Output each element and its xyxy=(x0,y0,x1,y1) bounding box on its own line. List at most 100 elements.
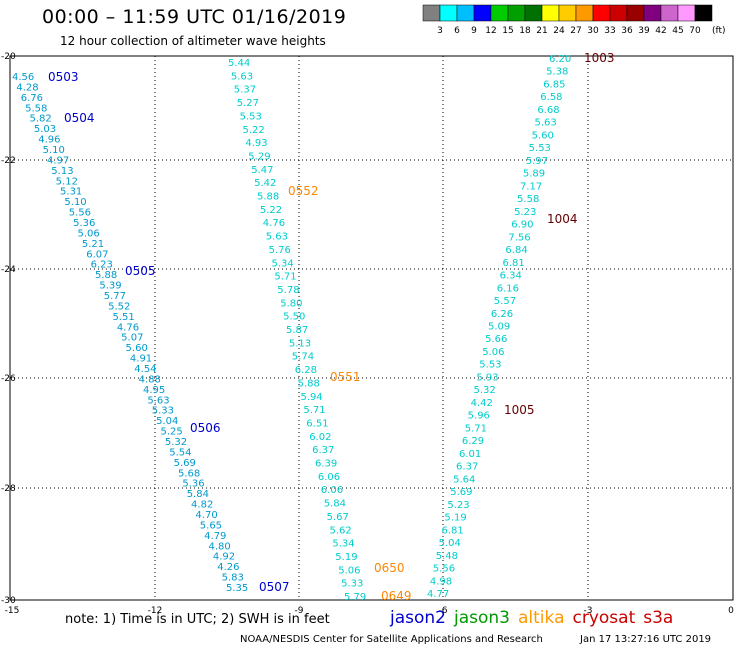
altika-swh-value: 5.22 xyxy=(260,205,282,216)
altika-swh-value: 5.67 xyxy=(327,512,349,523)
altika-swh-value: 5.22 xyxy=(243,125,265,136)
colorbar-tick: 42 xyxy=(655,26,666,36)
jason2-swh-value: 4.70 xyxy=(195,510,217,521)
altika-swh-value: 6.37 xyxy=(312,445,334,456)
altika-swh-value: 6.06 xyxy=(318,472,340,483)
cryosat-pass-label: 1003 xyxy=(584,51,615,65)
altika-swh-value: 5.93 xyxy=(476,372,498,383)
altika-swh-value: 6.58 xyxy=(540,92,562,103)
altika-swh-value: 5.09 xyxy=(488,322,510,333)
altika-swh-value: 6.28 xyxy=(295,365,317,376)
colorbar-tick: 30 xyxy=(587,26,599,36)
altika-swh-value: 5.63 xyxy=(231,71,253,82)
jason2-swh-value: 5.69 xyxy=(174,458,196,469)
altika-swh-value: 5.64 xyxy=(453,474,475,485)
colorbar-tick: 6 xyxy=(454,26,460,36)
jason2-swh-value: 5.10 xyxy=(64,197,86,208)
jason2-swh-value: 4.56 xyxy=(12,72,34,83)
jason2-swh-value: 4.91 xyxy=(130,354,152,365)
y-tick-label: -30 xyxy=(1,596,16,606)
legend-cryosat: cryosat xyxy=(572,608,636,628)
altika-swh-value: 6.02 xyxy=(309,432,331,443)
altika-swh-value: 5.87 xyxy=(286,325,308,336)
legend-jason3: jason3 xyxy=(454,608,510,628)
altika-swh-value: 4.77 xyxy=(427,589,449,600)
altika-swh-value: 6.01 xyxy=(459,449,481,460)
altika-swh-value: 5.50 xyxy=(283,312,305,323)
altika-swh-value: 6.81 xyxy=(503,258,525,269)
colorbar-tick: 21 xyxy=(536,26,547,36)
map-title: 00:00 – 11:59 UTC 01/16/2019 xyxy=(42,6,347,28)
jason2-swh-value: 5.39 xyxy=(99,281,121,292)
altika-swh-value: 5.94 xyxy=(301,392,323,403)
altika-swh-value: 5.62 xyxy=(330,525,352,536)
jason2-swh-value: 4.96 xyxy=(38,135,60,146)
altika-pass-label: 0551 xyxy=(330,370,361,384)
altika-swh-value: 5.53 xyxy=(240,111,262,122)
jason2-swh-value: 5.33 xyxy=(152,406,174,417)
jason2-swh-value: 6.76 xyxy=(21,93,43,104)
colorbar-tick: 27 xyxy=(570,26,581,36)
colorbar-tick: 9 xyxy=(471,26,477,36)
jason2-swh-value: 5.60 xyxy=(126,343,148,354)
jason2-swh-value: 4.92 xyxy=(213,552,235,563)
altika-swh-value: 5.97 xyxy=(526,156,548,167)
colorbar-tick: 24 xyxy=(553,26,565,36)
altika-swh-value: 5.69 xyxy=(450,487,472,498)
jason2-swh-value: 5.51 xyxy=(112,312,134,323)
x-tick-label: -12 xyxy=(148,606,163,616)
altika-swh-value: 4.98 xyxy=(430,576,452,587)
altika-swh-value: 5.53 xyxy=(479,360,501,371)
altika-swh-value: 5.19 xyxy=(444,513,466,524)
altika-swh-value: 5.79 xyxy=(344,592,366,603)
altika-swh-value: 5.06 xyxy=(482,347,504,358)
jason2-swh-value: 5.84 xyxy=(187,489,209,500)
altika-swh-value: 5.58 xyxy=(517,194,539,205)
altika-swh-value: 6.85 xyxy=(543,79,565,90)
altika-swh-value: 5.63 xyxy=(534,118,556,129)
jason2-swh-value: 5.12 xyxy=(56,176,78,187)
jason2-swh-value: 4.80 xyxy=(209,541,231,552)
altika-swh-value: 5.57 xyxy=(494,296,516,307)
y-tick-label: -22 xyxy=(1,156,16,166)
colorbar-tick: 3 xyxy=(437,26,443,36)
jason2-swh-value: 5.58 xyxy=(25,103,47,114)
altika-swh-value: 5.38 xyxy=(546,67,568,78)
footer-credit: NOAA/NESDIS Center for Satellite Applica… xyxy=(240,634,543,645)
jason2-swh-value: 5.32 xyxy=(165,437,187,448)
altika-swh-value: 5.33 xyxy=(341,579,363,590)
colorbar-tick: 39 xyxy=(638,26,650,36)
altika-swh-value: 5.04 xyxy=(439,538,461,549)
altika-swh-value: 4.93 xyxy=(245,138,267,149)
legend-altika: altika xyxy=(518,608,565,628)
altika-swh-value: 5.13 xyxy=(289,338,311,349)
altika-swh-value: 5.71 xyxy=(303,405,325,416)
altika-swh-value: 4.76 xyxy=(263,218,285,229)
cryosat-pass-label: 1004 xyxy=(547,212,578,226)
jason2-swh-value: 5.88 xyxy=(95,270,117,281)
altika-swh-value: 6.39 xyxy=(315,459,337,470)
altika-swh-value: 6.29 xyxy=(462,436,484,447)
jason2-swh-value: 5.04 xyxy=(156,416,178,427)
colorbar-tick: 45 xyxy=(672,26,683,36)
jason2-pass-label: 0506 xyxy=(190,421,221,435)
jason2-swh-value: 5.35 xyxy=(226,583,248,594)
jason2-swh-value: 5.36 xyxy=(182,479,204,490)
altika-swh-value: 5.32 xyxy=(473,385,495,396)
altika-swh-value: 5.84 xyxy=(324,499,346,510)
jason2-swh-value: 5.36 xyxy=(73,218,95,229)
jason2-swh-value: 5.03 xyxy=(34,124,56,135)
map-subtitle: 12 hour collection of altimeter wave hei… xyxy=(60,34,326,48)
altika-swh-value: 5.42 xyxy=(254,178,276,189)
altika-swh-value: 5.56 xyxy=(433,564,455,575)
jason2-pass-label: 0505 xyxy=(125,264,156,278)
jason2-swh-value: 5.31 xyxy=(60,187,82,198)
altika-swh-value: 5.88 xyxy=(257,192,279,203)
jason2-swh-value: 5.52 xyxy=(108,301,130,312)
altika-swh-value: 6.84 xyxy=(505,245,527,256)
x-tick-label: -6 xyxy=(439,606,448,616)
jason2-swh-value: 5.13 xyxy=(51,166,73,177)
altika-swh-value: 6.06 xyxy=(321,485,343,496)
jason2-swh-value: 5.65 xyxy=(200,520,222,531)
altika-swh-value: 5.89 xyxy=(523,169,545,180)
